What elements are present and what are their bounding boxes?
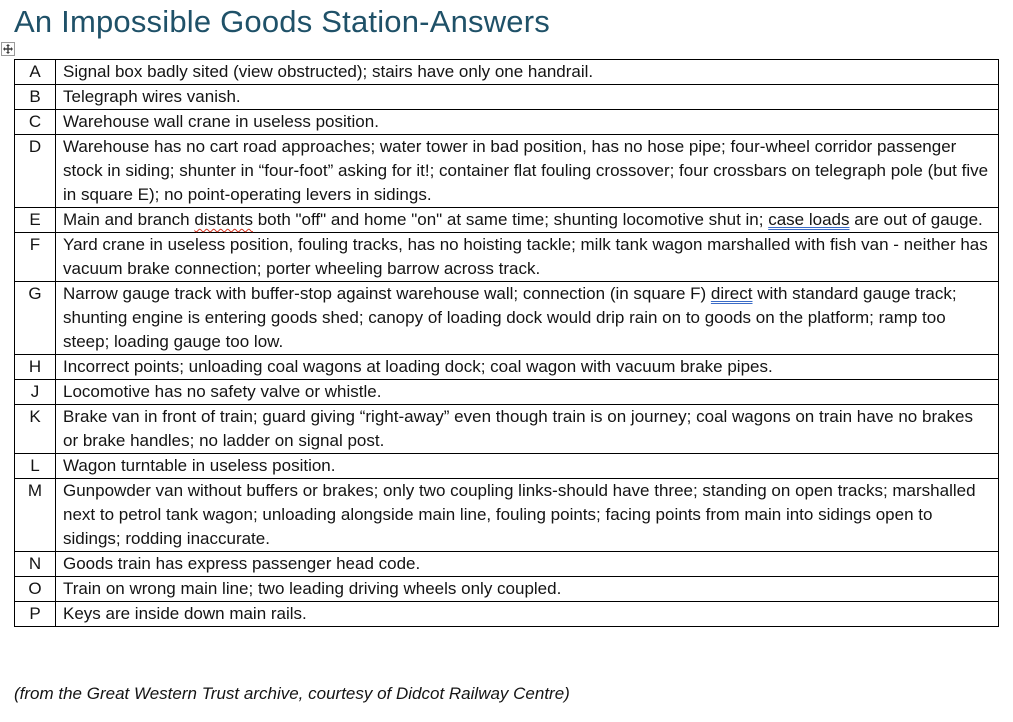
table-row: L Wagon turntable in useless position. [14,453,999,479]
row-key-cell: G [14,281,56,355]
row-key-cell: J [14,379,56,405]
table-row: G Narrow gauge track with buffer-stop aga… [14,281,999,355]
text-run: Keys are inside down main rails. [63,604,307,623]
row-key-cell: N [14,551,56,577]
grammar-flagged-text: case loads [768,210,850,229]
row-description-cell: Warehouse has no cart road approaches; w… [55,134,999,208]
row-key-cell: O [14,576,56,602]
text-run: Warehouse has no cart road approaches; w… [63,137,993,204]
text-run: Locomotive has no safety valve or whistl… [63,382,382,401]
row-description-cell: Signal box badly sited (view obstructed)… [55,59,999,85]
text-run: Train on wrong main line; two leading dr… [63,579,562,598]
misspelled-text: distants [194,210,253,229]
row-key-cell: L [14,453,56,479]
row-description-cell: Incorrect points; unloading coal wagons … [55,354,999,380]
table-row: P Keys are inside down main rails. [14,601,999,627]
text-run: Wagon turntable in useless position. [63,456,336,475]
move-cross-icon [3,44,13,54]
row-key-cell: E [14,207,56,233]
text-run: Telegraph wires vanish. [63,87,241,106]
row-description-cell: Train on wrong main line; two leading dr… [55,576,999,602]
row-description-cell: Locomotive has no safety valve or whistl… [55,379,999,405]
text-run: Yard crane in useless position, fouling … [63,235,993,278]
table-row: B Telegraph wires vanish. [14,84,999,110]
table-row: A Signal box badly sited (view obstructed… [14,59,999,85]
table-row: K Brake van in front of train; guard givi… [14,404,999,454]
text-run: with standard gauge track; shunting engi… [63,284,962,351]
text-run: Goods train has express passenger head c… [63,554,421,573]
text-run: Narrow gauge track with buffer-stop agai… [63,284,711,303]
table-row: O Train on wrong main line; two leading d… [14,576,999,602]
row-description-cell: Keys are inside down main rails. [55,601,999,627]
text-run: Gunpowder van without buffers or brakes;… [63,481,981,548]
row-description-cell: Warehouse wall crane in useless position… [55,109,999,135]
text-run: are out of gauge. [849,210,983,229]
table-row: C Warehouse wall crane in useless positio… [14,109,999,135]
row-key-cell: K [14,404,56,454]
row-key-cell: P [14,601,56,627]
row-description-cell: Wagon turntable in useless position. [55,453,999,479]
row-description-cell: Gunpowder van without buffers or brakes;… [55,478,999,552]
row-description-cell: Telegraph wires vanish. [55,84,999,110]
answers-table: A Signal box badly sited (view obstructed… [14,59,999,627]
row-key-cell: H [14,354,56,380]
text-run: Warehouse wall crane in useless position… [63,112,379,131]
text-run: Brake van in front of train; guard givin… [63,407,978,450]
text-run: Signal box badly sited (view obstructed)… [63,62,594,81]
table-row: J Locomotive has no safety valve or whist… [14,379,999,405]
table-row: E Main and branch distants both "off" and… [14,207,999,233]
source-attribution: (from the Great Western Trust archive, c… [14,684,570,703]
row-description-cell: Yard crane in useless position, fouling … [55,232,999,282]
text-run: Main and branch [63,210,195,229]
row-description-cell: Brake van in front of train; guard givin… [55,404,999,454]
table-row: F Yard crane in useless position, fouling… [14,232,999,282]
row-key-cell: A [14,59,56,85]
grammar-flagged-text: direct [710,284,753,303]
answers-table-body: A Signal box badly sited (view obstructed… [14,59,999,627]
page-title: An Impossible Goods Station-Answers [14,4,550,39]
row-key-cell: B [14,84,56,110]
row-key-cell: D [14,134,56,208]
row-description-cell: Narrow gauge track with buffer-stop agai… [55,281,999,355]
table-row: D Warehouse has no cart road approaches; … [14,134,999,208]
text-run: Incorrect points; unloading coal wagons … [63,357,773,376]
row-key-cell: M [14,478,56,552]
table-row: M Gunpowder van without buffers or brakes… [14,478,999,552]
table-move-handle[interactable] [1,42,15,56]
table-row: N Goods train has express passenger head … [14,551,999,577]
text-run: both "off" and home "on" at same time; s… [252,210,769,229]
row-description-cell: Main and branch distants both "off" and … [55,207,999,233]
row-key-cell: C [14,109,56,135]
row-description-cell: Goods train has express passenger head c… [55,551,999,577]
table-row: H Incorrect points; unloading coal wagons… [14,354,999,380]
row-key-cell: F [14,232,56,282]
